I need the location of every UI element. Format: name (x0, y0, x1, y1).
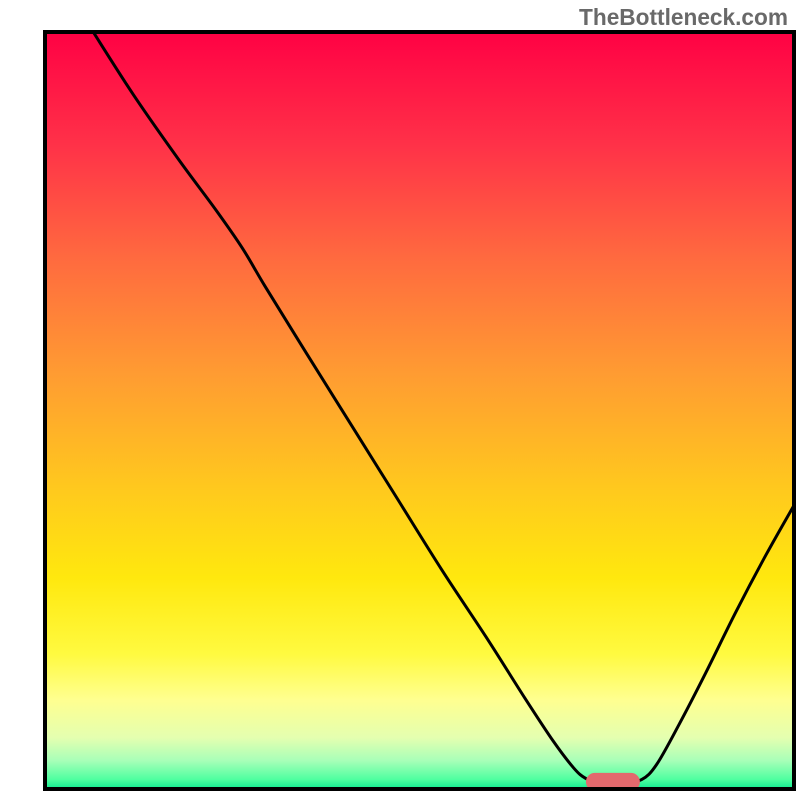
watermark-text: TheBottleneck.com (579, 4, 788, 31)
bottleneck-curve (92, 30, 796, 783)
curve-svg (43, 30, 796, 791)
canvas: TheBottleneck.com (0, 0, 800, 800)
optimum-marker (586, 773, 640, 791)
plot-area (43, 30, 796, 791)
